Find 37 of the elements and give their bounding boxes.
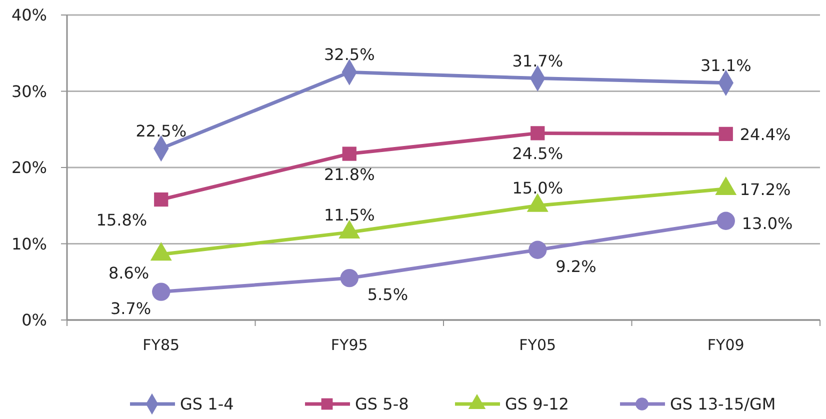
y-tick-label: 0% [22, 310, 47, 330]
data-label: 5.5% [367, 285, 408, 304]
data-label: 22.5% [136, 121, 187, 140]
data-label: 21.8% [324, 164, 375, 184]
point [340, 268, 358, 288]
point [152, 282, 170, 301]
data-label: 17.2% [740, 180, 791, 199]
data-label: 32.5% [324, 45, 375, 64]
x-tick-label: FY05 [519, 336, 556, 354]
point [154, 192, 168, 207]
y-tick-label: 20% [11, 158, 47, 178]
x-tick-label: FY85 [142, 336, 180, 354]
legend-label: GS 13-15/GM [670, 394, 776, 414]
data-label: 24.5% [512, 144, 564, 164]
y-tick-label: 40% [11, 6, 47, 25]
legend-label: GS 9-12 [505, 394, 569, 414]
point [716, 212, 735, 230]
data-label: 24.4% [740, 124, 791, 144]
y-tick-label: 30% [11, 82, 47, 101]
data-label: 11.5% [324, 205, 375, 224]
data-label: 31.1% [700, 56, 752, 75]
data-label: 15.0% [512, 178, 564, 198]
point [342, 146, 356, 161]
data-label: 3.7% [110, 298, 152, 318]
x-tick-label: FY09 [707, 336, 744, 354]
legend-label: GS 1-4 [180, 394, 234, 414]
data-label: 15.8% [96, 210, 148, 230]
legend-label: GS 5-8 [355, 394, 409, 414]
y-tick-label: 10% [11, 234, 47, 254]
data-label: 13.0% [742, 214, 793, 233]
data-label: 31.7% [512, 51, 564, 70]
point [718, 126, 733, 142]
point [530, 126, 545, 140]
data-label: 8.6% [108, 263, 150, 282]
data-label: 9.2% [556, 256, 596, 276]
point [528, 240, 547, 259]
x-tick-label: FY95 [330, 336, 368, 354]
